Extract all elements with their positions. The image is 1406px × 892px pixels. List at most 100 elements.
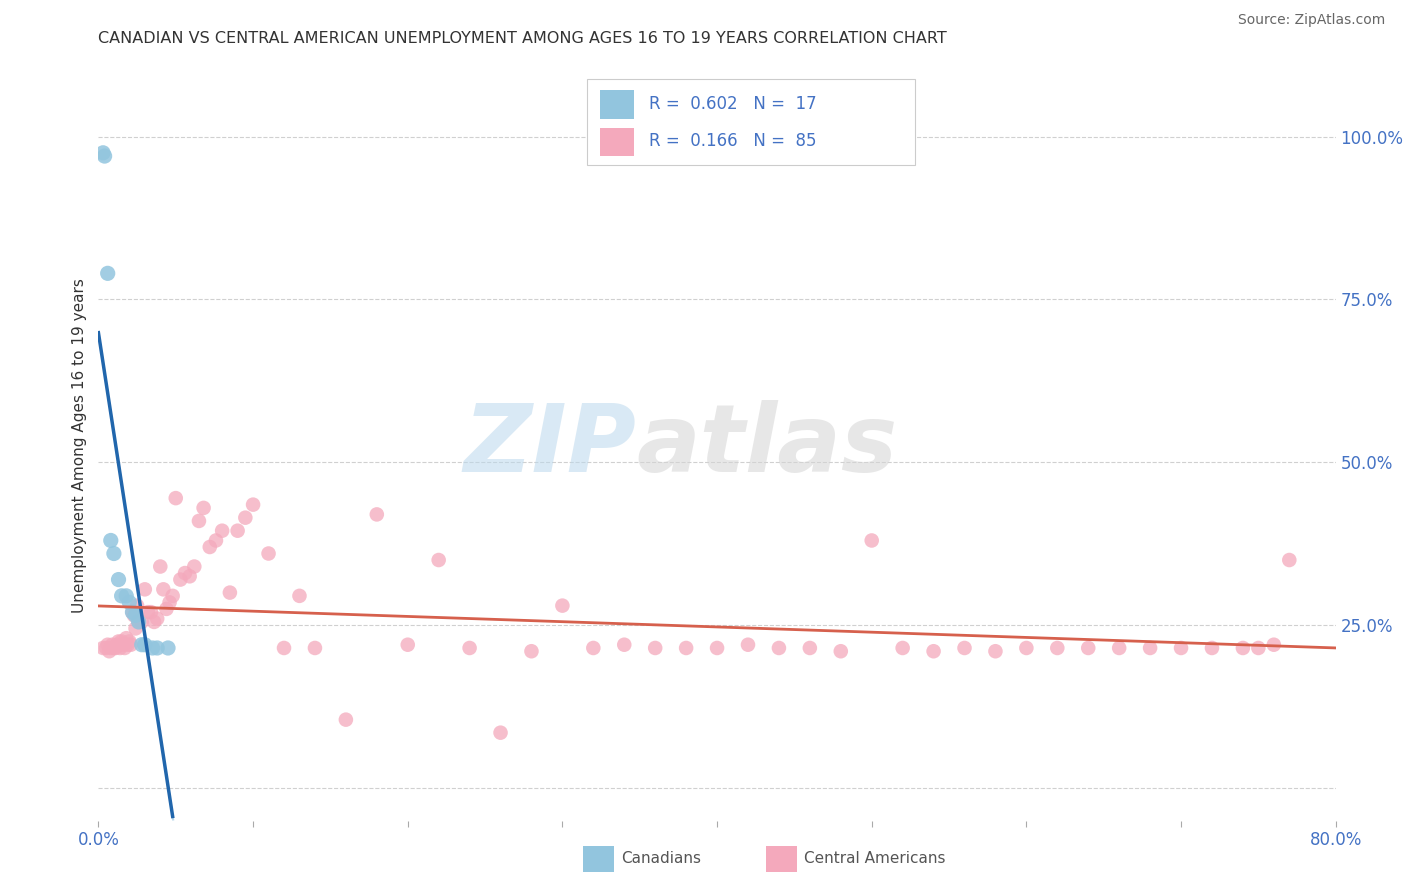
Point bbox=[127, 599, 149, 613]
Text: R =  0.166   N =  85: R = 0.166 N = 85 bbox=[650, 132, 817, 150]
Text: ZIP: ZIP bbox=[464, 400, 637, 492]
Point bbox=[226, 524, 249, 538]
FancyBboxPatch shape bbox=[599, 90, 634, 119]
Text: CANADIAN VS CENTRAL AMERICAN UNEMPLOYMENT AMONG AGES 16 TO 19 YEARS CORRELATION : CANADIAN VS CENTRAL AMERICAN UNEMPLOYMEN… bbox=[98, 31, 948, 46]
Point bbox=[142, 640, 165, 655]
Point bbox=[205, 533, 228, 548]
Point bbox=[219, 585, 242, 599]
Point bbox=[162, 589, 184, 603]
Point bbox=[582, 640, 605, 655]
Point bbox=[152, 582, 174, 597]
Point bbox=[122, 608, 145, 623]
Point bbox=[124, 622, 146, 636]
Point bbox=[953, 640, 976, 655]
Point bbox=[118, 595, 141, 609]
Point bbox=[107, 573, 129, 587]
Point bbox=[134, 638, 156, 652]
Point bbox=[551, 599, 574, 613]
Point bbox=[799, 640, 821, 655]
Text: Canadians: Canadians bbox=[621, 852, 702, 866]
Point bbox=[1046, 640, 1069, 655]
Point bbox=[98, 644, 121, 658]
Point bbox=[1108, 640, 1130, 655]
Point bbox=[105, 638, 128, 652]
Point bbox=[139, 605, 162, 619]
Point bbox=[111, 634, 134, 648]
Point bbox=[128, 615, 150, 629]
Point bbox=[1015, 640, 1038, 655]
Point bbox=[1247, 640, 1270, 655]
Point bbox=[891, 640, 914, 655]
Point bbox=[120, 638, 142, 652]
Point bbox=[273, 640, 295, 655]
Point bbox=[134, 582, 156, 597]
Point bbox=[146, 640, 169, 655]
Point bbox=[155, 602, 177, 616]
Point bbox=[613, 638, 636, 652]
Point bbox=[115, 589, 138, 603]
Point bbox=[118, 634, 141, 648]
Point bbox=[107, 634, 129, 648]
Text: atlas: atlas bbox=[637, 400, 898, 492]
Point bbox=[1278, 553, 1301, 567]
Point bbox=[117, 638, 139, 652]
Point bbox=[159, 595, 181, 609]
Point bbox=[675, 640, 697, 655]
Point bbox=[183, 559, 205, 574]
Point bbox=[146, 612, 169, 626]
Point bbox=[335, 713, 357, 727]
Point bbox=[520, 644, 543, 658]
Point bbox=[830, 644, 852, 658]
Point bbox=[458, 640, 481, 655]
Point bbox=[121, 605, 143, 619]
Point bbox=[131, 615, 153, 629]
Point bbox=[396, 638, 419, 652]
Point bbox=[104, 640, 127, 655]
Point bbox=[737, 638, 759, 652]
Point bbox=[188, 514, 211, 528]
Point bbox=[101, 638, 124, 652]
Point bbox=[128, 615, 150, 629]
Point bbox=[112, 638, 135, 652]
Point bbox=[644, 640, 666, 655]
Point bbox=[489, 725, 512, 739]
Point bbox=[1263, 638, 1285, 652]
FancyBboxPatch shape bbox=[588, 78, 915, 165]
Point bbox=[366, 508, 388, 522]
Point bbox=[1201, 640, 1223, 655]
Point bbox=[111, 589, 134, 603]
Point bbox=[179, 569, 201, 583]
Point bbox=[91, 640, 114, 655]
Point bbox=[1077, 640, 1099, 655]
Point bbox=[97, 266, 120, 280]
Text: Central Americans: Central Americans bbox=[804, 852, 946, 866]
Point bbox=[427, 553, 450, 567]
Point bbox=[174, 566, 197, 580]
Point bbox=[131, 638, 153, 652]
Text: Source: ZipAtlas.com: Source: ZipAtlas.com bbox=[1237, 13, 1385, 28]
Point bbox=[257, 547, 280, 561]
Point bbox=[768, 640, 790, 655]
Point bbox=[198, 540, 221, 554]
Point bbox=[115, 631, 138, 645]
FancyBboxPatch shape bbox=[599, 128, 634, 156]
Point bbox=[169, 573, 191, 587]
Point bbox=[157, 640, 180, 655]
Point bbox=[984, 644, 1007, 658]
Point bbox=[1139, 640, 1161, 655]
Point bbox=[121, 605, 143, 619]
Text: R =  0.602   N =  17: R = 0.602 N = 17 bbox=[650, 95, 817, 112]
Point bbox=[288, 589, 311, 603]
Point bbox=[1232, 640, 1254, 655]
Point bbox=[96, 640, 118, 655]
Point bbox=[193, 500, 215, 515]
Point bbox=[114, 640, 136, 655]
Point bbox=[211, 524, 233, 538]
Point bbox=[1170, 640, 1192, 655]
Point bbox=[103, 640, 125, 655]
Point bbox=[136, 605, 159, 619]
Point bbox=[304, 640, 326, 655]
Point bbox=[103, 547, 125, 561]
Point bbox=[124, 608, 146, 623]
Point bbox=[100, 533, 122, 548]
